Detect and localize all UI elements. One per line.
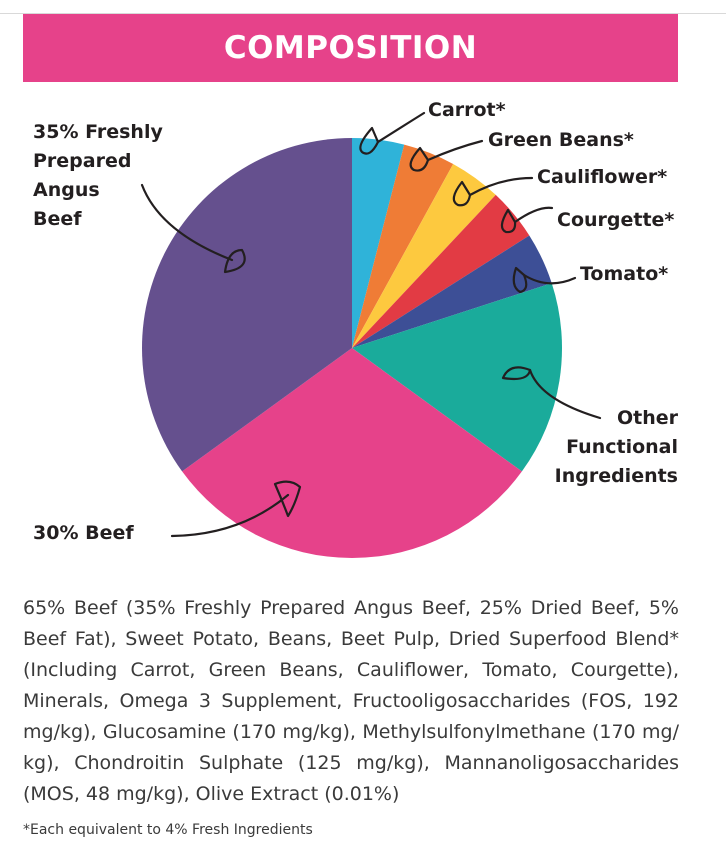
beef-arrow-icon xyxy=(273,480,302,518)
label-other-line-2: Functional xyxy=(566,436,678,458)
carrot-leader-line xyxy=(376,111,426,144)
leader-lines xyxy=(140,111,602,538)
courgette-leader-line xyxy=(513,206,554,224)
pie-slice-tomato xyxy=(352,235,552,348)
pie-slice-carrot xyxy=(352,138,405,348)
angus-arrow-icon xyxy=(223,248,246,274)
label-angus-line-1: 35% Freshly xyxy=(33,121,163,143)
composition-pie-chart xyxy=(140,111,602,558)
label-tomato: Tomato* xyxy=(580,263,669,285)
label-angus-beef: 35% Freshly Prepared Angus Beef xyxy=(33,118,163,234)
label-other-functional-ingredients: Other Functional Ingredients xyxy=(555,404,678,491)
other-leader-line xyxy=(528,368,602,420)
label-green-beans: Green Beans* xyxy=(488,129,634,151)
carrot-arrow-icon xyxy=(359,126,380,155)
tomato-leader-line xyxy=(522,273,577,285)
pie-slice-courgette xyxy=(352,194,530,348)
pie-slice-green-beans xyxy=(352,144,454,348)
label-angus-line-3: Angus xyxy=(33,179,100,201)
footnote: *Each equivalent to 4% Fresh Ingredients xyxy=(23,822,313,838)
label-cauliflower: Cauliflower* xyxy=(537,166,668,188)
composition-banner: COMPOSITION xyxy=(23,14,678,82)
pie-slice-cauliflower xyxy=(352,163,496,348)
label-angus-line-2: Prepared xyxy=(33,150,132,172)
green-beans-leader-line xyxy=(426,139,484,162)
pie-slice-other-functional-ingredients xyxy=(352,283,562,472)
pie-slice-30-beef xyxy=(182,348,522,558)
label-other-line-3: Ingredients xyxy=(554,465,678,487)
pie-slice-35-freshly-prepared-angus-beef xyxy=(142,138,352,472)
label-30-beef: 30% Beef xyxy=(33,522,134,544)
pie-slices xyxy=(142,138,562,558)
top-divider xyxy=(0,13,726,14)
cauliflower-arrow-icon xyxy=(452,180,472,207)
cauliflower-leader-line xyxy=(468,176,534,197)
green-beans-arrow-icon xyxy=(409,146,430,172)
label-angus-line-4: Beef xyxy=(33,208,82,230)
beef-leader-line xyxy=(170,493,290,538)
banner-title: COMPOSITION xyxy=(223,30,478,66)
other-arrow-icon xyxy=(501,366,532,381)
tomato-arrow-icon xyxy=(512,266,528,294)
label-other-line-1: Other xyxy=(616,407,678,429)
label-courgette: Courgette* xyxy=(557,209,675,231)
courgette-arrow-icon xyxy=(500,208,517,234)
label-carrot: Carrot* xyxy=(428,99,506,121)
angus-leader-line xyxy=(140,183,234,262)
ingredients-description: 65% Beef (35% Freshly Prepared Angus Bee… xyxy=(23,597,679,805)
